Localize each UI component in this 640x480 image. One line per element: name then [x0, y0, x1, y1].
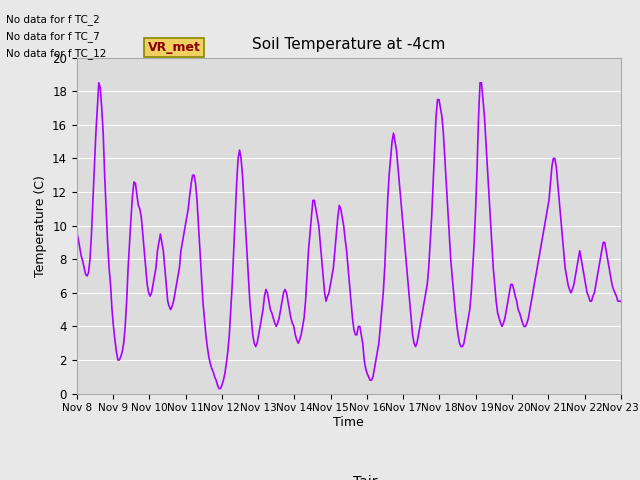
Text: No data for f TC_12: No data for f TC_12 — [6, 48, 107, 59]
Text: No data for f TC_2: No data for f TC_2 — [6, 14, 100, 25]
Legend: Tair: Tair — [315, 469, 383, 480]
Title: Soil Temperature at -4cm: Soil Temperature at -4cm — [252, 37, 445, 52]
Text: No data for f TC_7: No data for f TC_7 — [6, 31, 100, 42]
Y-axis label: Temperature (C): Temperature (C) — [33, 175, 47, 276]
X-axis label: Time: Time — [333, 416, 364, 429]
Text: VR_met: VR_met — [147, 41, 200, 54]
